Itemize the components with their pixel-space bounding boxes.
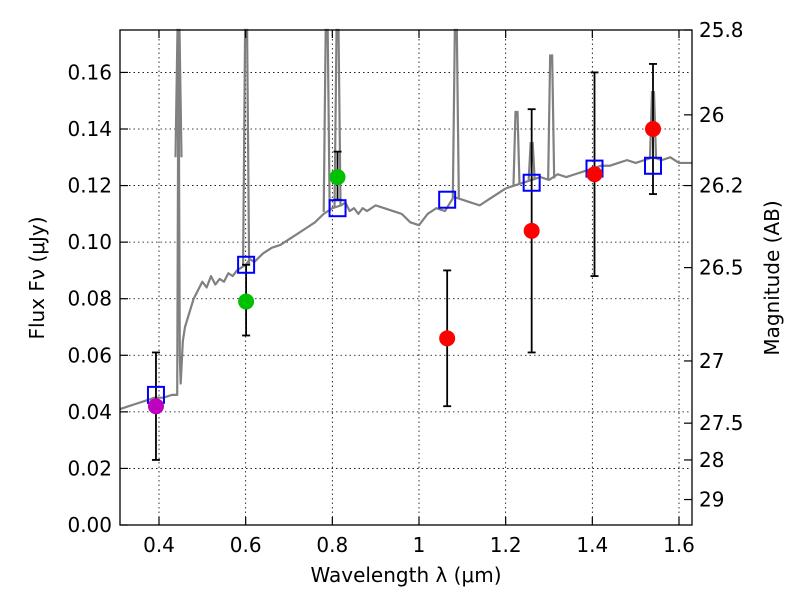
plot-frame [119,29,693,526]
x-axis-label: Wavelength λ (μm) [310,563,501,587]
observed-points-layer [147,121,661,415]
x-tick-label: 1.4 [576,533,608,557]
x-tick-label: 0.4 [143,533,175,557]
x-tick-label: 0.8 [316,533,348,557]
x-tick-label: 1 [413,533,426,557]
y-tick-label: 0.06 [67,343,112,367]
right-tick-labels: 25.8 26 26.2 26.5 27 27.5 28 29 [699,18,744,512]
y-tick-labels: 0.00 0.02 0.04 0.06 0.08 0.10 0.12 0.14 0.16 [67,60,112,537]
emission-line [547,54,556,179]
emission-line [512,110,521,185]
y-axis-label: Flux Fν (μJy) [25,216,49,339]
model-point [237,255,256,274]
x-tick-label: 0.6 [230,533,262,557]
y-tick-label: 0.04 [67,400,112,424]
x-tick-label: 1.6 [663,533,695,557]
right-tick-label: 26 [699,103,724,127]
grid-lines [120,30,692,526]
right-tick-label: 27 [699,349,724,373]
y-tick-label: 0.14 [67,117,112,141]
observed-point [523,222,540,239]
x-tick-labels: 0.4 0.6 0.8 1 1.2 1.4 1.6 [143,533,695,557]
y-tick-label: 0.16 [67,60,112,84]
observed-point [439,330,456,347]
observed-point [645,121,661,137]
y-tick-label: 0.10 [67,230,112,254]
model-point [328,199,347,218]
right-tick-label: 26.2 [699,174,744,198]
observed-point [238,293,255,310]
right-tick-label: 28 [699,448,724,472]
right-tick-label: 27.5 [699,411,744,435]
observed-point [329,169,346,186]
tick-marks [120,29,692,526]
x-tick-label: 1.2 [490,533,522,557]
spectrum-line [119,28,692,411]
right-axis-label: Magnitude (AB) [760,200,784,355]
y-tick-label: 0.00 [67,513,112,537]
right-tick-label: 25.8 [699,18,744,42]
observed-point [586,166,603,183]
model-point [438,190,457,209]
model-point [644,156,662,175]
right-tick-label: 26.5 [699,256,744,280]
model-point [522,173,541,192]
y-tick-label: 0.08 [67,287,112,311]
observed-point [147,398,164,415]
y-tick-label: 0.02 [67,456,112,480]
y-tick-label: 0.12 [67,174,112,198]
spectrum-layer [119,28,692,411]
right-tick-label: 29 [699,488,724,512]
